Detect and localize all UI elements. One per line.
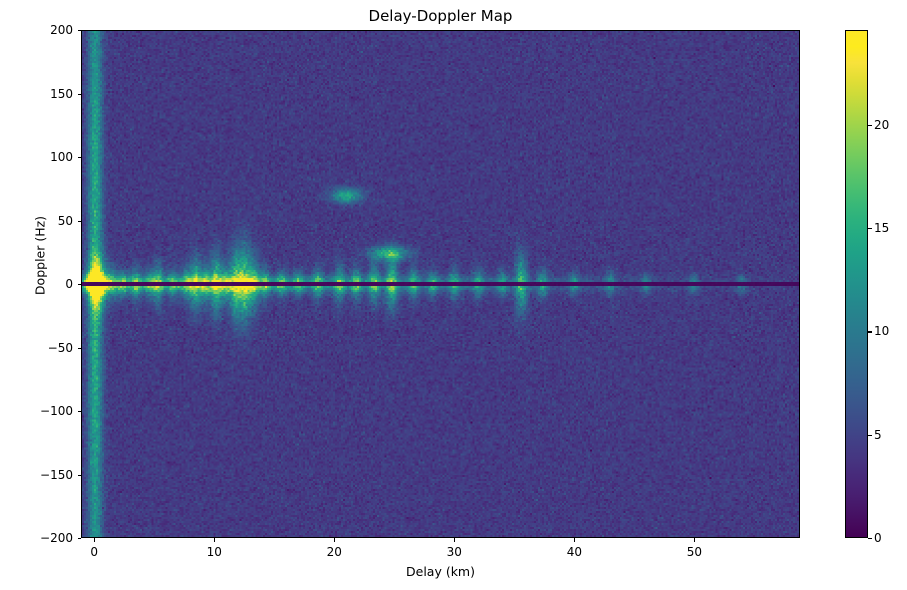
y-tick-label: −150	[40, 467, 73, 482]
y-tick-label: −100	[40, 404, 73, 418]
y-tick-mark	[77, 474, 81, 476]
y-tick-mark	[77, 157, 81, 159]
colorbar-tick-label: 15	[874, 221, 890, 236]
y-tick-label: 0	[65, 277, 73, 291]
x-tick-mark	[334, 538, 336, 542]
colorbar-tick-mark	[868, 538, 872, 540]
x-tick-mark	[694, 538, 696, 542]
y-tick-label: 200	[50, 23, 73, 37]
x-tick-mark	[574, 538, 576, 542]
colorbar-tick-label: 10	[874, 324, 890, 339]
y-tick-label: 150	[50, 86, 73, 101]
page-title: Delay-Doppler Map	[368, 7, 513, 25]
heatmap-canvas	[82, 31, 799, 537]
colorbar-tick-mark	[868, 434, 872, 436]
x-tick-label: 30	[446, 545, 462, 559]
colorbar-tick-mark	[868, 331, 872, 333]
x-axis-label: Delay (km)	[406, 564, 475, 579]
x-tick-mark	[94, 538, 96, 542]
colorbar-tick-mark	[868, 228, 872, 230]
y-tick-mark	[77, 538, 81, 540]
x-tick-label: 0	[90, 545, 99, 559]
delay-doppler-heatmap	[81, 30, 800, 538]
colorbar-gradient	[845, 30, 868, 538]
x-tick-label: 40	[566, 545, 582, 559]
y-tick-mark	[77, 220, 81, 222]
y-tick-mark	[77, 411, 81, 413]
y-tick-label: 100	[50, 150, 73, 164]
x-tick-label: 20	[326, 545, 342, 559]
y-tick-label: 50	[57, 213, 73, 228]
y-axis-label: Doppler (Hz)	[32, 215, 48, 296]
x-tick-label: 10	[206, 545, 222, 559]
x-tick-mark	[454, 538, 456, 542]
y-tick-mark	[77, 93, 81, 95]
y-tick-mark	[77, 30, 81, 32]
x-tick-label: 50	[686, 545, 702, 559]
y-tick-mark	[77, 347, 81, 349]
y-tick-mark	[77, 284, 81, 286]
colorbar-tick-label: 0	[874, 531, 882, 545]
colorbar	[845, 30, 868, 538]
colorbar-tick-label: 20	[874, 117, 890, 132]
x-tick-mark	[214, 538, 216, 542]
colorbar-tick-label: 5	[874, 427, 882, 442]
y-tick-label: −200	[40, 531, 73, 545]
y-tick-label: −50	[47, 340, 73, 355]
colorbar-tick-mark	[868, 124, 872, 127]
